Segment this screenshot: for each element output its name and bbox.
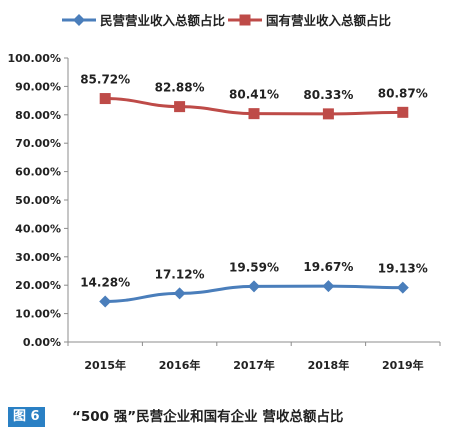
series-layer: 14.28% 17.12% 19.59% 19.67% 19.13% 85.72% 82.8… (80, 73, 428, 308)
y-tick-label: 50.00% (15, 194, 61, 207)
data-point-square (248, 108, 260, 120)
data-label: 85.72% (80, 73, 130, 87)
legend-diamond-marker (73, 14, 85, 26)
y-tick-label: 100.00% (8, 52, 61, 65)
series-private: 14.28% 17.12% 19.59% 19.67% 19.13% (80, 260, 428, 308)
figure-caption: 图 6 “500 强”民营企业和国有企业 营收总额占比 (0, 402, 453, 433)
data-point-square (397, 106, 409, 118)
y-tick-label: 40.00% (15, 222, 61, 235)
y-axis: 0.00% 10.00% 20.00% 30.00% 40.00% 50.00% 60.00… (8, 52, 69, 349)
legend-item: 国有营业收入总额占比 (228, 13, 392, 28)
data-label: 17.12% (155, 267, 205, 281)
data-point-diamond (99, 295, 112, 308)
x-axis: 2015年 2016年 2017年 2018年 2019年 (67, 341, 441, 372)
data-point-diamond (173, 287, 186, 300)
series-state-owned: 85.72% 82.88% 80.41% 80.33% 80.87% (80, 73, 428, 120)
figure-number-badge: 图 6 (8, 407, 45, 427)
data-label: 82.88% (155, 81, 205, 95)
y-tick-label: 70.00% (15, 137, 61, 150)
x-tick-label: 2017年 (233, 358, 275, 372)
data-point-diamond (322, 280, 335, 293)
y-tick-label: 60.00% (15, 166, 61, 179)
data-label: 14.28% (80, 275, 130, 289)
y-tick-label: 80.00% (15, 109, 61, 122)
data-label: 80.41% (229, 88, 279, 102)
legend-square-marker (239, 14, 251, 26)
y-tick-label: 20.00% (15, 279, 61, 292)
x-tick-label: 2016年 (159, 358, 201, 372)
data-label: 19.13% (378, 262, 428, 276)
legend-label: 民营营业收入总额占比 (100, 13, 226, 28)
legend-label: 国有营业收入总额占比 (266, 13, 392, 28)
x-tick-label: 2015年 (84, 358, 126, 372)
data-point-square (99, 93, 111, 105)
data-label: 19.59% (229, 260, 279, 274)
x-tick-label: 2018年 (308, 358, 350, 372)
y-tick-label: 90.00% (15, 80, 61, 93)
data-point-square (322, 108, 334, 120)
data-label: 80.33% (303, 88, 353, 102)
chart-legend: 民营营业收入总额占比 国有营业收入总额占比 (62, 13, 392, 28)
y-tick-label: 30.00% (15, 251, 61, 264)
data-label: 80.87% (378, 86, 428, 100)
data-point-square (174, 101, 186, 113)
figure-caption-text: “500 强”民营企业和国有企业 营收总额占比 (72, 409, 344, 425)
x-tick-label: 2019年 (382, 358, 424, 372)
data-point-diamond (396, 281, 409, 294)
data-point-diamond (248, 280, 260, 293)
line-chart: 民营营业收入总额占比 国有营业收入总额占比 0.00% 10.00% 20.00% 30… (8, 13, 441, 372)
data-label: 19.67% (303, 260, 353, 274)
legend-item: 民营营业收入总额占比 (62, 13, 226, 28)
y-tick-label: 10.00% (15, 308, 61, 321)
y-tick-label: 0.00% (23, 336, 61, 349)
